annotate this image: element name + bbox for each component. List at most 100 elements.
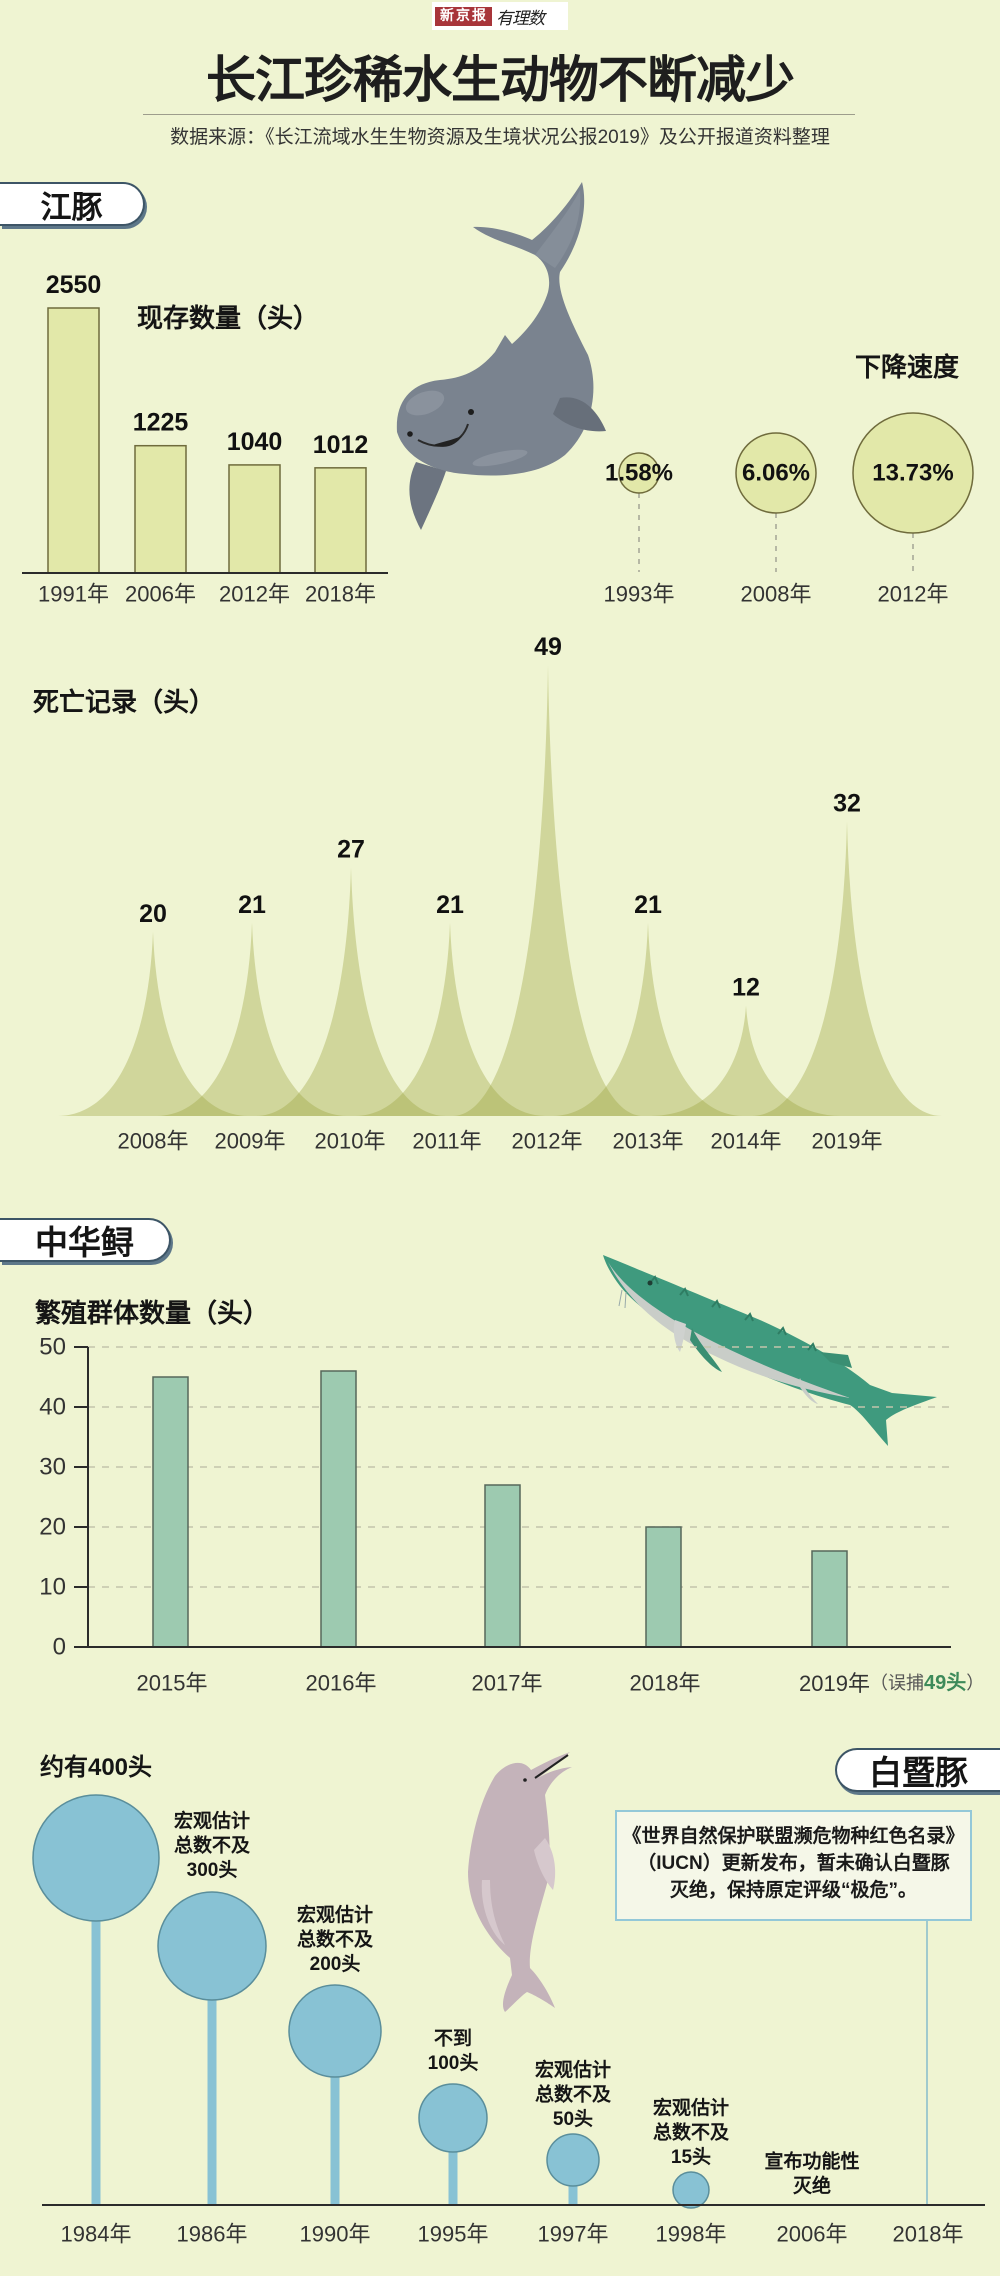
death-spike: [453, 665, 643, 1116]
x-tick-label: 2006年: [777, 2222, 848, 2247]
annotation-line: 宏观估计: [174, 1809, 250, 1832]
sturgeon-bar: [645, 1526, 682, 1648]
population-bar-chart: 2550 1991年 1225 2006年 1040 2012年 1012 2018年: [22, 271, 388, 607]
bubble-annotation: 宣布功能性灭绝: [764, 2149, 859, 2197]
y-tick-label: 20: [39, 1514, 66, 1541]
bubble-value-label: 1.58%: [605, 460, 673, 487]
decline-chart-title: 下降速度: [855, 352, 960, 382]
notice-line: 灭绝，保持原定评级“极危”。: [669, 1880, 917, 1901]
bubble-annotation: 不到 100头: [428, 2027, 479, 2074]
header-divider: [143, 114, 855, 115]
y-tick-label: 50: [39, 1334, 66, 1361]
x-tick-label-annotated: 2019年（误捕49头）: [799, 1671, 984, 1696]
section-tab-label: 中华鲟: [35, 1224, 134, 1261]
population-bar: [228, 464, 281, 574]
logo-brand-text: 新京报: [435, 6, 492, 26]
annotation-line: 总数不及: [174, 1833, 251, 1856]
annotation-line: 50头: [553, 2108, 593, 2130]
section-tab-finless-porpoise: 江豚: [0, 182, 145, 226]
spike-value-label: 20: [139, 900, 167, 928]
x-tick-label: 2018年: [893, 2222, 964, 2247]
x-tick-label: 2018年: [630, 1671, 701, 1696]
annotation-line: 不到: [434, 2027, 472, 2049]
population-bubble: [418, 2083, 488, 2153]
death-spike: [157, 922, 347, 1116]
bar-value-label: 2550: [46, 271, 102, 299]
x-tick-label: 2009年: [215, 1129, 286, 1154]
x-tick-label: 2010年: [315, 1129, 386, 1154]
annotation-line: 灭绝: [792, 2174, 831, 2197]
bubble-value-label: 13.73%: [872, 460, 953, 487]
death-spike: [58, 932, 248, 1116]
population-bubble: [32, 1794, 160, 1922]
section-tab-chinese-sturgeon: 中华鲟: [0, 1218, 171, 1262]
annotation-line: 宣布功能性: [764, 2149, 859, 2172]
bar-value-label: 1225: [133, 409, 189, 437]
death-record-spike-chart: 20 2008年 21 2009年 27 2010年 21 2011年 49 2012年 21 201…: [58, 633, 942, 1154]
section-tab-label: 白暨豚: [869, 1754, 968, 1791]
annotation-line: 宏观估计: [297, 1903, 373, 1926]
death-spike: [355, 922, 545, 1116]
annotation-line: 总数不及: [535, 2082, 612, 2105]
y-tick-label: 0: [53, 1634, 66, 1661]
bubble-value-label: 6.06%: [742, 460, 810, 487]
data-source-note: 数据来源：《长江流域水生生物资源及生境状况公报2019》及公开报道资料整理: [170, 127, 830, 148]
bar-value-label: 1012: [313, 431, 369, 459]
bycatch-note-prefix: （误捕: [870, 1673, 924, 1693]
decline-bubble: [735, 432, 817, 514]
population-chart-title: 现存数量（头）: [137, 303, 320, 333]
page-title: 长江珍稀水生动物不断减少: [206, 52, 795, 108]
section-tab-label: 江豚: [40, 189, 103, 225]
notice-line: 《世界自然保护联盟濒危物种红色名录》: [622, 1826, 965, 1847]
decline-rate-bubble-chart: 1.58% 1993年 6.06% 2008年 13.73% 2012年: [604, 412, 974, 607]
bubble-stem: [448, 2118, 458, 2205]
chinese-sturgeon-icon: [603, 1255, 937, 1446]
logo-column-text: 有理数: [496, 8, 545, 29]
bar-value-label: 1040: [227, 428, 283, 456]
annotation-line: 15头: [671, 2146, 711, 2168]
bubble-stem: [91, 1858, 101, 2205]
bycatch-count: 49头: [924, 1671, 966, 1694]
x-tick-label: 2019年: [799, 1671, 870, 1696]
bubble-annotation: 约有400头: [40, 1753, 152, 1781]
sturgeon-bar: [320, 1370, 357, 1648]
x-tick-label: 2008年: [741, 582, 812, 607]
annotation-line: 约有400头: [40, 1753, 152, 1781]
population-bar: [134, 444, 187, 574]
y-tick-label: 10: [39, 1574, 66, 1601]
annotation-line: 200头: [310, 1953, 361, 1975]
death-spike: [651, 1005, 841, 1116]
finless-porpoise-icon: [396, 182, 606, 530]
sturgeon-population-bar-chart: 0 10 20 30 40 50 2015年 2016年 2017年 2018年 2019年（误捕4…: [39, 1334, 984, 1696]
bycatch-note-suffix: ）: [966, 1673, 984, 1693]
population-bubble: [288, 1984, 382, 2078]
brand-logo: 新京报 有理数: [432, 2, 568, 30]
population-bubble: [546, 2133, 600, 2187]
x-tick-label: 1993年: [604, 582, 675, 607]
x-tick-label: 2017年: [472, 1671, 543, 1696]
spike-value-label: 21: [436, 891, 464, 919]
baiji-dolphin-icon: [468, 1752, 572, 2012]
x-tick-label: 2015年: [137, 1671, 208, 1696]
x-tick-label: 2018年: [305, 582, 376, 607]
spike-value-label: 12: [732, 974, 760, 1002]
x-tick-label: 2012年: [219, 582, 290, 607]
x-tick-label: 1991年: [38, 582, 109, 607]
death-spike: [752, 821, 942, 1116]
x-tick-label: 1990年: [300, 2222, 371, 2247]
bubble-annotation: 宏观估计总数不及 300头: [174, 1809, 251, 1881]
y-tick-label: 40: [39, 1394, 66, 1421]
death-spike: [256, 867, 446, 1116]
section-tab-baiji: 白暨豚: [835, 1748, 1000, 1792]
annotation-line: 100头: [428, 2052, 479, 2074]
x-tick-label: 2016年: [306, 1671, 377, 1696]
decline-bubble: [618, 452, 660, 494]
sturgeon-bar: [811, 1550, 848, 1648]
x-tick-label: 1984年: [61, 2222, 132, 2247]
sturgeon-bar: [152, 1376, 189, 1648]
x-tick-label: 1986年: [177, 2222, 248, 2247]
decline-bubble: [852, 412, 974, 534]
annotation-line: 总数不及: [297, 1927, 374, 1950]
